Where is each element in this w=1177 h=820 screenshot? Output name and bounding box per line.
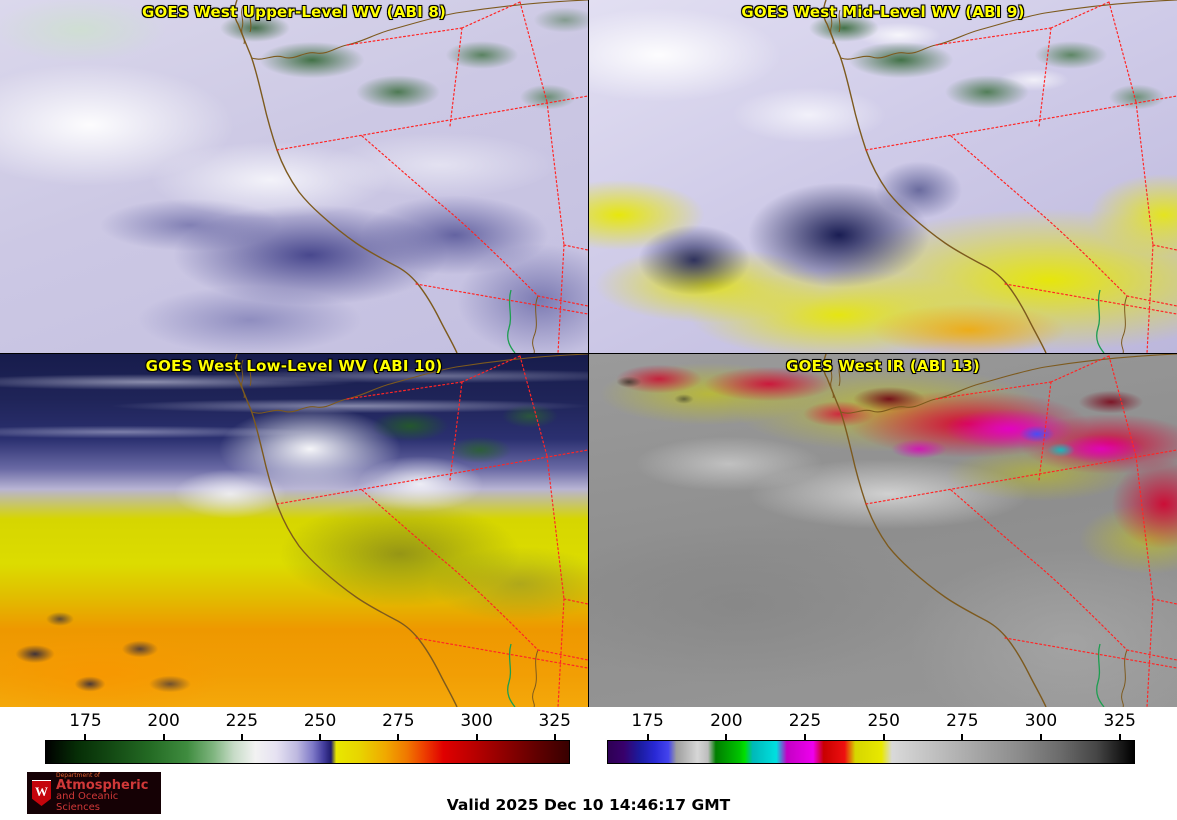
panel-ir: GOES West IR (ABI 13) xyxy=(589,354,1177,707)
ir-tick-mark xyxy=(882,734,885,740)
wv-tick-mark xyxy=(84,734,87,740)
map-overlay xyxy=(589,354,1177,707)
coastline-map-overlay xyxy=(233,354,588,707)
panel-upper-level-wv: GOES West Upper-Level WV (ABI 8) xyxy=(0,0,588,353)
map-overlay xyxy=(589,0,1177,353)
valid-timestamp: Valid 2025 Dec 10 14:46:17 GMT xyxy=(446,796,731,814)
ir-tick-label: 325 xyxy=(1103,711,1136,731)
ir-tick-label: 250 xyxy=(867,711,900,731)
panel-title-upper-wv: GOES West Upper-Level WV (ABI 8) xyxy=(141,3,447,21)
ir-colorbar-gradient xyxy=(607,740,1135,764)
wv-tick-label: 275 xyxy=(382,711,415,731)
wv-tick-mark xyxy=(319,734,322,740)
wv-colorbar: 175 200 225 250 275 300 325 xyxy=(45,707,571,771)
wv-tick-label: 225 xyxy=(225,711,259,731)
ir-tick-label: 175 xyxy=(631,711,664,731)
ir-colorbar: 175 200 225 250 275 300 325 xyxy=(607,707,1136,771)
coastline-map-overlay xyxy=(822,0,1177,353)
map-overlay xyxy=(0,354,588,707)
logo-oceanic-sciences: and Oceanic Sciences xyxy=(56,791,119,813)
wv-tick-mark xyxy=(553,734,556,740)
wv-tick-label: 200 xyxy=(147,711,180,731)
aos-logo-text: Department of Atmospheric and Oceanic Sc… xyxy=(56,771,156,814)
wv-tick-label: 325 xyxy=(538,711,571,731)
ir-tick-label: 225 xyxy=(788,711,822,731)
panel-title-low-wv: GOES West Low-Level WV (ABI 10) xyxy=(145,357,443,375)
satellite-image-upper-wv xyxy=(0,0,588,353)
wv-tick-mark xyxy=(475,734,478,740)
ir-tick-mark xyxy=(804,734,806,740)
coastline-map-overlay xyxy=(822,354,1177,707)
ir-tick-mark xyxy=(725,734,728,740)
satellite-grid: GOES West Upper-Level WV (ABI 8) xyxy=(0,0,1177,707)
wv-tick-mark xyxy=(240,734,243,740)
wv-tick-mark xyxy=(397,734,400,740)
satellite-image-mid-wv xyxy=(589,0,1177,353)
ir-tick-label: 300 xyxy=(1024,711,1058,731)
wv-tick-label: 250 xyxy=(303,711,337,731)
satellite-image-low-wv xyxy=(0,354,588,707)
colorbar-section: 175 200 225 250 275 300 325 175 200 225 … xyxy=(0,707,1177,771)
satellite-image-ir xyxy=(589,354,1177,707)
panel-title-mid-wv: GOES West Mid-Level WV (ABI 9) xyxy=(741,3,1025,21)
panel-title-ir: GOES West IR (ABI 13) xyxy=(786,357,980,375)
wv-tick-label: 300 xyxy=(460,711,493,731)
logo-atmospheric: Atmospheric xyxy=(56,777,149,793)
ir-tick-mark xyxy=(646,734,649,740)
wv-tick-label: 175 xyxy=(69,711,102,731)
ir-tick-label: 275 xyxy=(946,711,979,731)
footer: W Department of Atmospheric and Oceanic … xyxy=(0,771,1177,820)
ir-tick-label: 200 xyxy=(710,711,743,731)
ir-tick-mark xyxy=(961,734,964,740)
coastline-map-overlay xyxy=(233,0,588,353)
panel-low-level-wv: GOES West Low-Level WV (ABI 10) xyxy=(0,354,588,707)
map-overlay xyxy=(0,0,588,353)
wv-colorbar-gradient xyxy=(45,740,570,764)
wv-tick-mark xyxy=(162,734,165,740)
ir-tick-mark xyxy=(1118,734,1121,740)
aos-logo: W Department of Atmospheric and Oceanic … xyxy=(27,772,161,814)
panel-mid-level-wv: GOES West Mid-Level WV (ABI 9) xyxy=(589,0,1177,353)
logo-department-of: Department of xyxy=(56,771,100,779)
uw-crest-icon: W xyxy=(32,780,51,806)
ir-tick-mark xyxy=(1040,734,1043,740)
